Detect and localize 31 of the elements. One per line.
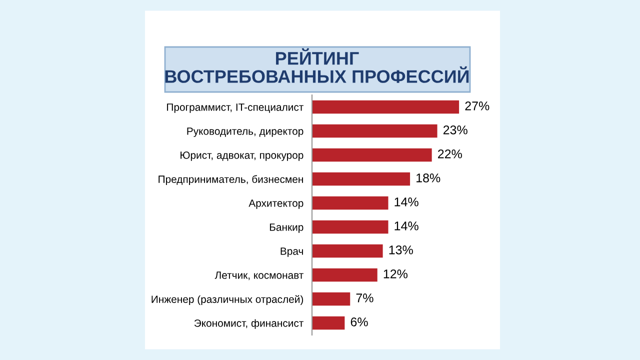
y-tick-label: Инженер (различных отраслей) xyxy=(152,295,304,306)
bar xyxy=(312,220,388,234)
bar xyxy=(312,100,460,114)
data-label: 14% xyxy=(394,198,418,206)
data-label: 23% xyxy=(443,126,468,134)
bar xyxy=(312,148,432,162)
bar xyxy=(312,196,388,210)
y-tick-label: Летчик, космонавт xyxy=(214,272,304,280)
y-tick-label: Архитектор xyxy=(248,200,304,209)
bar xyxy=(312,292,350,306)
bar xyxy=(312,244,383,258)
chart-title: РЕЙТИНГ ВОСТРЕБОВАННЫХ ПРОФЕССИЙ xyxy=(165,48,469,83)
data-label: 13% xyxy=(389,246,413,254)
bar xyxy=(312,268,378,282)
data-label: 7% xyxy=(356,294,374,302)
data-label: 22% xyxy=(438,150,462,158)
bar xyxy=(312,172,410,186)
y-tick-label: Врач xyxy=(280,248,303,257)
y-tick-label: Предприниматель, бизнесмен xyxy=(158,175,303,185)
data-label: 12% xyxy=(384,270,408,278)
data-label: 18% xyxy=(416,174,440,182)
data-label: 14% xyxy=(394,222,418,230)
y-tick-label: Руководитель, директор xyxy=(187,128,304,137)
y-tick-label: Программист, IT-специалист xyxy=(167,104,304,113)
y-tick-label: Юрист, адвокат, прокурор xyxy=(180,152,304,161)
y-tick-label: Банкир xyxy=(270,224,304,233)
data-label: 6% xyxy=(350,318,368,326)
data-label: 27% xyxy=(465,102,490,110)
bar xyxy=(312,124,438,138)
y-tick-label: Экономист, финансист xyxy=(194,319,304,329)
bar xyxy=(312,316,345,330)
